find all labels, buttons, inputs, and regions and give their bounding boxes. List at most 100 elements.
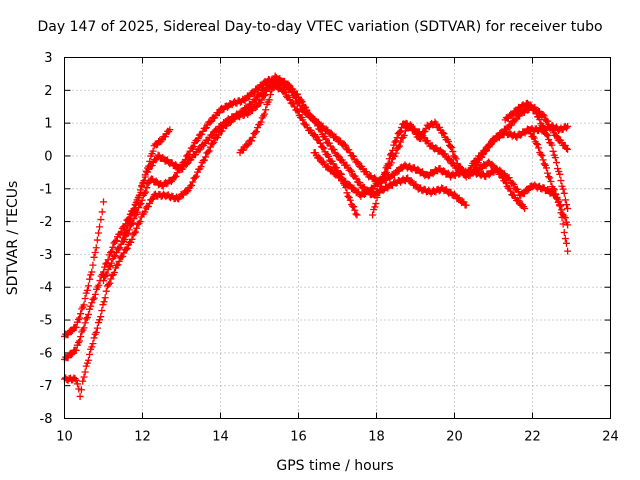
data-point (114, 261, 122, 269)
data-point (315, 153, 323, 161)
data-point (353, 158, 361, 166)
data-point (375, 187, 383, 195)
y-tick-label: -1 (40, 182, 53, 197)
data-point (371, 203, 379, 211)
data-point (80, 301, 88, 309)
data-point (131, 228, 139, 236)
x-tick-label: 24 (602, 430, 619, 445)
data-point (127, 214, 135, 222)
data-point (441, 150, 449, 158)
data-point (558, 213, 566, 221)
x-tick-label: 16 (290, 430, 307, 445)
data-point (559, 185, 567, 193)
data-point (110, 269, 118, 277)
data-point (90, 253, 98, 261)
data-point (547, 178, 555, 186)
x-tick-label: 18 (368, 430, 385, 445)
data-point (100, 268, 107, 276)
data-point (429, 170, 437, 178)
data-point (133, 224, 141, 232)
data-point (316, 154, 324, 162)
data-point (76, 392, 84, 400)
data-point (188, 181, 196, 189)
data-point (140, 189, 148, 197)
data-point (305, 111, 313, 119)
data-point (84, 356, 92, 364)
data-point (101, 263, 109, 271)
data-point (88, 299, 96, 307)
data-point (544, 131, 552, 139)
data-point (320, 144, 328, 152)
data-point (123, 244, 131, 252)
data-point (561, 196, 569, 204)
data-point (119, 234, 127, 242)
data-point (96, 223, 104, 231)
data-point (113, 261, 121, 269)
data-point (444, 138, 452, 146)
data-point (171, 173, 179, 181)
data-point (89, 261, 97, 269)
data-point (468, 168, 476, 176)
data-point (74, 338, 82, 346)
data-point (207, 117, 215, 125)
data-point (98, 208, 106, 216)
data-point (77, 333, 85, 341)
y-tick-label: -4 (40, 281, 53, 296)
data-point (391, 138, 399, 146)
data-point (449, 148, 457, 156)
data-point (556, 170, 564, 178)
data-point (81, 294, 89, 302)
data-point (558, 206, 566, 214)
data-point (447, 143, 455, 151)
data-point (542, 164, 550, 172)
data-point (561, 235, 569, 243)
data-point (510, 181, 518, 189)
data-point (297, 96, 305, 104)
data-point (348, 167, 356, 175)
data-point (349, 152, 357, 160)
data-point (555, 197, 563, 205)
data-point (306, 113, 314, 121)
data-point (84, 310, 92, 318)
data-point (557, 209, 565, 217)
data-point (521, 204, 529, 212)
data-point (251, 96, 259, 104)
data-point (509, 179, 517, 187)
x-tick-label: 22 (524, 430, 541, 445)
data-point (400, 131, 408, 139)
data-point (319, 143, 327, 151)
data-point (560, 229, 568, 237)
data-point (432, 120, 440, 128)
y-tick-label: -6 (40, 346, 53, 361)
data-point (362, 168, 370, 176)
data-point (564, 145, 572, 153)
data-point (132, 201, 140, 209)
data-point (215, 109, 223, 117)
data-point (104, 266, 112, 274)
data-point (137, 186, 145, 194)
data-point (179, 165, 187, 173)
x-tick-label: 12 (134, 430, 151, 445)
data-point (432, 144, 440, 152)
data-point (370, 185, 378, 193)
data-point (140, 177, 148, 185)
data-point (322, 135, 330, 143)
y-tick-label: 0 (44, 149, 52, 164)
data-point (89, 296, 97, 304)
data-point (131, 206, 139, 214)
data-point (489, 162, 497, 170)
data-point (172, 172, 180, 180)
data-point (411, 127, 419, 135)
data-point (376, 182, 384, 190)
data-point (100, 277, 107, 285)
y-tick-label: -2 (40, 215, 53, 230)
data-point (414, 165, 422, 173)
data-point (105, 281, 113, 289)
data-point (506, 122, 514, 130)
data-point (508, 111, 516, 119)
data-point (213, 127, 221, 135)
data-point (439, 129, 447, 137)
x-tick-label: 20 (446, 430, 463, 445)
data-point (298, 98, 306, 106)
